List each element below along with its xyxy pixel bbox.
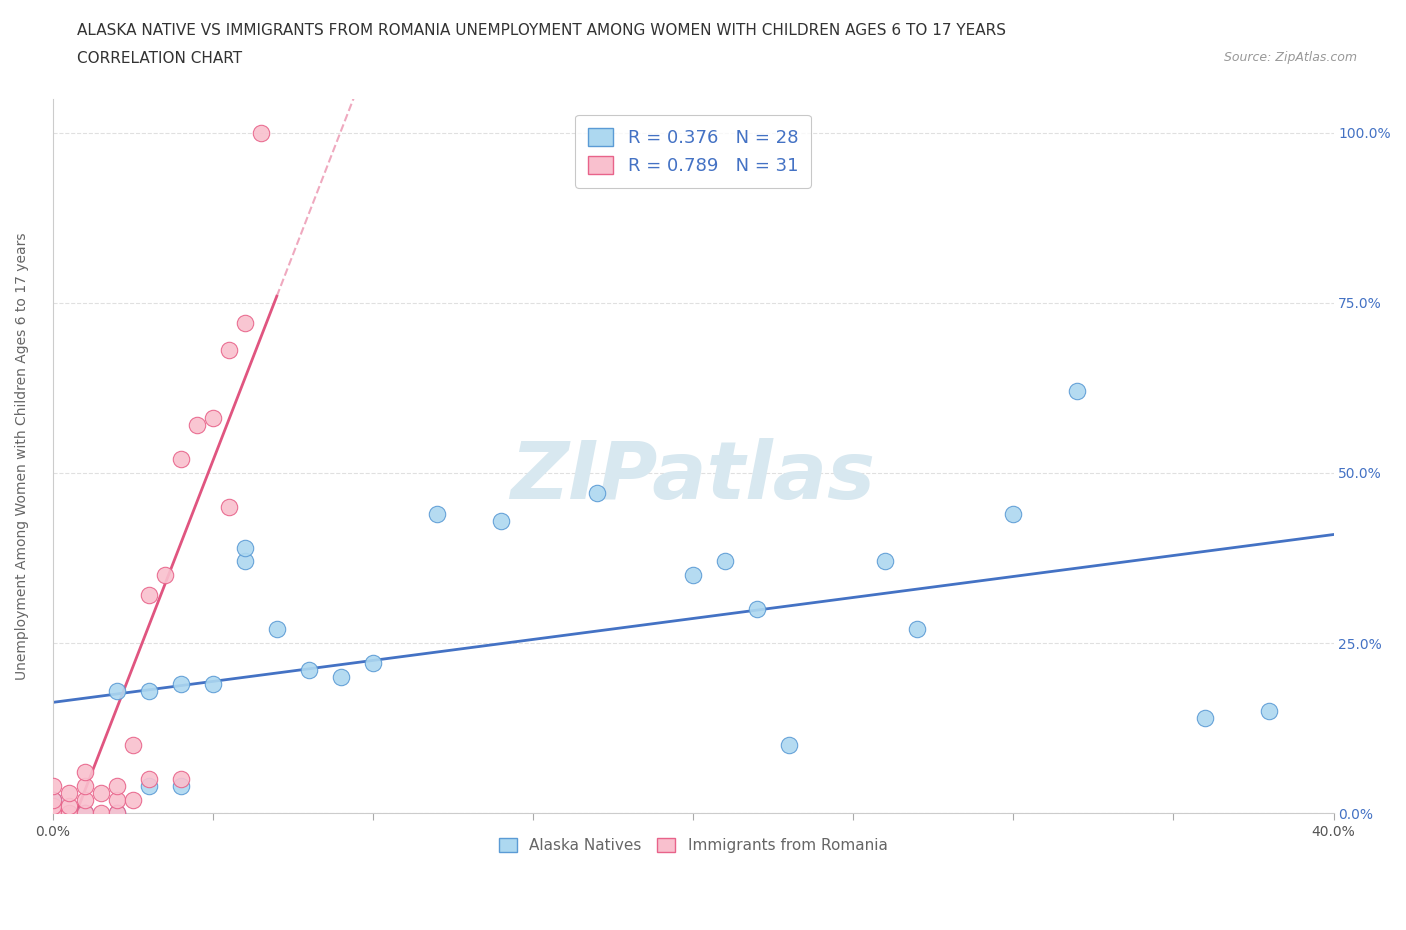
Point [778,737,800,752]
Point [121,792,143,807]
Point [73,805,96,820]
Point [153,567,176,582]
Point [105,684,128,698]
Point [218,343,240,358]
Point [138,778,160,793]
Point [489,513,512,528]
Point [170,778,193,793]
Point [58,799,80,814]
Point [41,792,63,807]
Point [1002,506,1025,521]
Point [105,805,128,820]
Point [1194,711,1216,725]
Legend: Alaska Natives, Immigrants from Romania: Alaska Natives, Immigrants from Romania [492,831,893,859]
Point [233,316,256,331]
Point [201,676,224,691]
Point [73,764,96,779]
Point [41,805,63,820]
Point [58,785,80,800]
Point [105,792,128,807]
Point [329,670,352,684]
Point [90,805,112,820]
Point [426,506,449,521]
Point [170,676,193,691]
Point [170,452,193,467]
Point [90,785,112,800]
Point [905,622,928,637]
Point [745,602,768,617]
Point [138,684,160,698]
Point [73,805,96,820]
Point [73,778,96,793]
Point [41,805,63,820]
Point [714,554,737,569]
Point [121,737,143,752]
Point [138,772,160,787]
Point [1066,384,1088,399]
Text: CORRELATION CHART: CORRELATION CHART [77,51,242,66]
Point [233,540,256,555]
Point [249,126,271,140]
Point [170,772,193,787]
Point [682,567,704,582]
Point [58,805,80,820]
Point [138,588,160,603]
Text: Source: ZipAtlas.com: Source: ZipAtlas.com [1223,51,1357,64]
Point [41,799,63,814]
Point [105,805,128,820]
Text: ZIPatlas: ZIPatlas [510,438,876,516]
Point [361,656,384,671]
Point [875,554,897,569]
Y-axis label: Unemployment Among Women with Children Ages 6 to 17 years: Unemployment Among Women with Children A… [15,232,30,680]
Point [266,622,288,637]
Point [105,778,128,793]
Point [586,485,609,500]
Point [218,499,240,514]
Point [1258,704,1281,719]
Point [73,792,96,807]
Point [41,792,63,807]
Point [186,418,208,432]
Point [233,554,256,569]
Point [201,411,224,426]
Point [298,663,321,678]
Point [41,805,63,820]
Point [41,778,63,793]
Text: ALASKA NATIVE VS IMMIGRANTS FROM ROMANIA UNEMPLOYMENT AMONG WOMEN WITH CHILDREN : ALASKA NATIVE VS IMMIGRANTS FROM ROMANIA… [77,23,1007,38]
